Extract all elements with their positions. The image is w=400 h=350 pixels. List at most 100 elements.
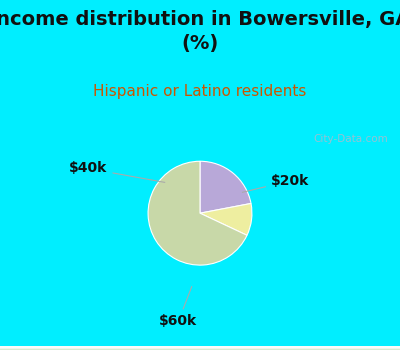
Bar <box>0 348 400 349</box>
Bar <box>0 346 400 349</box>
Bar <box>0 346 400 348</box>
Bar <box>0 347 400 349</box>
Bar <box>0 348 400 350</box>
Bar <box>0 347 400 349</box>
Bar <box>0 347 400 349</box>
Bar <box>0 348 400 350</box>
Bar <box>0 347 400 349</box>
Bar <box>0 347 400 349</box>
Bar <box>0 346 400 349</box>
Bar <box>0 348 400 350</box>
Bar <box>0 347 400 349</box>
Bar <box>0 346 400 348</box>
Bar <box>0 346 400 348</box>
Bar <box>0 347 400 349</box>
Bar <box>0 348 400 350</box>
Bar <box>0 346 400 348</box>
Bar <box>0 348 400 350</box>
Bar <box>0 346 400 348</box>
Bar <box>0 348 400 350</box>
Bar <box>0 347 400 349</box>
Bar <box>0 347 400 349</box>
Bar <box>0 347 400 349</box>
Bar <box>0 346 400 349</box>
Bar <box>0 347 400 349</box>
Bar <box>0 348 400 349</box>
Bar <box>0 348 400 350</box>
Bar <box>0 347 400 349</box>
Text: $20k: $20k <box>242 174 309 192</box>
Bar <box>0 347 400 349</box>
Bar <box>0 348 400 350</box>
Bar <box>0 346 400 349</box>
Bar <box>0 346 400 348</box>
Bar <box>0 347 400 349</box>
Bar <box>0 348 400 350</box>
Bar <box>0 348 400 350</box>
Bar <box>0 348 400 350</box>
Bar <box>0 346 400 349</box>
Bar <box>0 346 400 348</box>
Bar <box>0 346 400 349</box>
Bar <box>0 346 400 348</box>
Bar <box>0 346 400 349</box>
Bar <box>0 347 400 349</box>
Text: City-Data.com: City-Data.com <box>313 134 388 145</box>
Bar <box>0 346 400 349</box>
Bar <box>0 346 400 348</box>
Bar <box>0 346 400 348</box>
Bar <box>0 347 400 349</box>
Bar <box>0 347 400 349</box>
Bar <box>0 347 400 349</box>
Bar <box>0 346 400 348</box>
Bar <box>0 347 400 349</box>
Bar <box>0 346 400 349</box>
Bar <box>0 348 400 350</box>
Bar <box>0 348 400 350</box>
Wedge shape <box>200 203 252 235</box>
Bar <box>0 346 400 349</box>
Bar <box>0 347 400 349</box>
Bar <box>0 346 400 349</box>
Bar <box>0 347 400 349</box>
Bar <box>0 347 400 349</box>
Bar <box>0 346 400 348</box>
Bar <box>0 346 400 349</box>
Bar <box>0 348 400 350</box>
Bar <box>0 348 400 350</box>
Bar <box>0 348 400 350</box>
Bar <box>0 348 400 350</box>
Bar <box>0 346 400 348</box>
Bar <box>0 347 400 349</box>
Bar <box>0 348 400 350</box>
Bar <box>0 348 400 350</box>
Bar <box>0 348 400 350</box>
Bar <box>0 346 400 348</box>
Bar <box>0 346 400 348</box>
Bar <box>0 348 400 349</box>
Wedge shape <box>148 161 247 265</box>
Bar <box>0 346 400 349</box>
Bar <box>0 346 400 348</box>
Bar <box>0 348 400 350</box>
Bar <box>0 346 400 348</box>
Bar <box>0 347 400 349</box>
Bar <box>0 346 400 348</box>
Bar <box>0 348 400 350</box>
Bar <box>0 348 400 350</box>
Text: Income distribution in Bowersville, GA
(%): Income distribution in Bowersville, GA (… <box>0 10 400 52</box>
Bar <box>0 346 400 348</box>
Bar <box>0 347 400 349</box>
Bar <box>0 347 400 349</box>
Bar <box>0 347 400 349</box>
Wedge shape <box>200 161 251 213</box>
Bar <box>0 348 400 350</box>
Bar <box>0 348 400 349</box>
Bar <box>0 348 400 350</box>
Bar <box>0 346 400 349</box>
Bar <box>0 346 400 349</box>
Text: $60k: $60k <box>159 286 198 328</box>
Bar <box>0 347 400 349</box>
Bar <box>0 346 400 349</box>
Text: $40k: $40k <box>69 161 165 182</box>
